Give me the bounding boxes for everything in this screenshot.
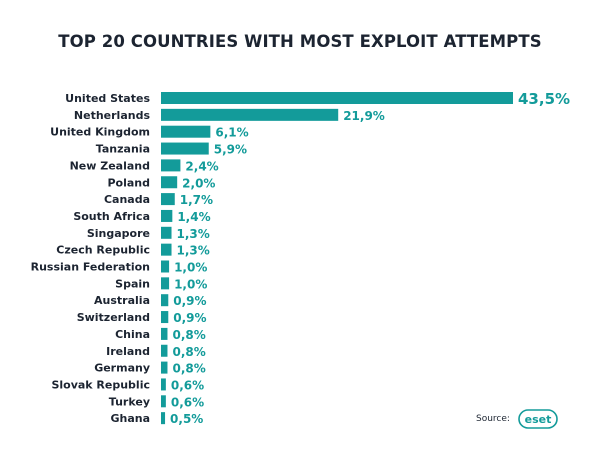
value-label: 2,4% xyxy=(185,159,218,173)
value-label: 0,9% xyxy=(173,294,206,308)
category-label: Spain xyxy=(115,277,150,290)
bar xyxy=(161,378,166,391)
bar xyxy=(161,260,170,273)
value-label: 1,7% xyxy=(180,193,213,207)
bar xyxy=(161,108,339,121)
category-label: Netherlands xyxy=(74,109,151,122)
bar xyxy=(161,209,173,222)
bar xyxy=(161,344,168,357)
category-label: Singapore xyxy=(87,227,150,240)
category-label: Czech Republic xyxy=(56,244,150,257)
value-label: 0,6% xyxy=(171,378,204,392)
category-label: Ireland xyxy=(106,345,150,358)
value-label: 0,8% xyxy=(172,345,205,359)
value-label: 1,0% xyxy=(174,261,207,275)
value-label: 0,5% xyxy=(170,412,203,426)
bar xyxy=(161,277,170,290)
category-label: United States xyxy=(65,92,150,105)
bar xyxy=(161,125,211,138)
category-label: Russian Federation xyxy=(31,261,150,274)
value-label: 21,9% xyxy=(343,109,385,123)
bar xyxy=(161,294,169,307)
bar xyxy=(161,361,168,374)
value-label: 1,3% xyxy=(177,244,210,258)
bar xyxy=(161,92,513,104)
bar xyxy=(161,412,166,425)
category-label: Switzerland xyxy=(77,311,150,324)
value-label: 2,0% xyxy=(182,176,215,190)
bar xyxy=(161,395,166,408)
value-label: 1,0% xyxy=(174,277,207,291)
bar xyxy=(161,243,172,256)
bar xyxy=(161,142,209,155)
value-label: 6,1% xyxy=(215,126,248,140)
category-label: New Zealand xyxy=(70,159,150,172)
value-label: 43,5% xyxy=(518,90,570,108)
eset-logo: eset xyxy=(518,409,558,429)
category-label: China xyxy=(115,328,150,341)
category-label: Germany xyxy=(94,362,150,375)
value-label: 1,3% xyxy=(177,227,210,241)
category-label: Australia xyxy=(94,294,150,307)
category-label: Tanzania xyxy=(96,143,150,156)
chart-title: TOP 20 COUNTRIES WITH MOST EXPLOIT ATTEM… xyxy=(58,32,542,51)
category-label: Canada xyxy=(104,193,150,206)
bar xyxy=(161,176,178,189)
category-label: Ghana xyxy=(110,412,150,425)
category-label: Slovak Republic xyxy=(51,378,150,391)
value-label: 0,8% xyxy=(172,362,205,376)
bar xyxy=(161,193,175,206)
category-label: Turkey xyxy=(109,395,150,408)
value-label: 1,4% xyxy=(177,210,210,224)
source-label: Source: xyxy=(476,414,510,424)
svg-text:eset: eset xyxy=(525,413,552,426)
category-label: United Kingdom xyxy=(50,126,150,139)
bar xyxy=(161,327,168,340)
bar xyxy=(161,159,181,172)
bar xyxy=(161,311,169,324)
bar xyxy=(161,226,172,239)
source-attribution: Source: eset xyxy=(476,409,558,429)
category-label: Poland xyxy=(107,176,150,189)
value-label: 0,9% xyxy=(173,311,206,325)
category-label: South Africa xyxy=(73,210,150,223)
value-label: 0,8% xyxy=(172,328,205,342)
value-label: 0,6% xyxy=(171,395,204,409)
value-label: 5,9% xyxy=(214,143,247,157)
